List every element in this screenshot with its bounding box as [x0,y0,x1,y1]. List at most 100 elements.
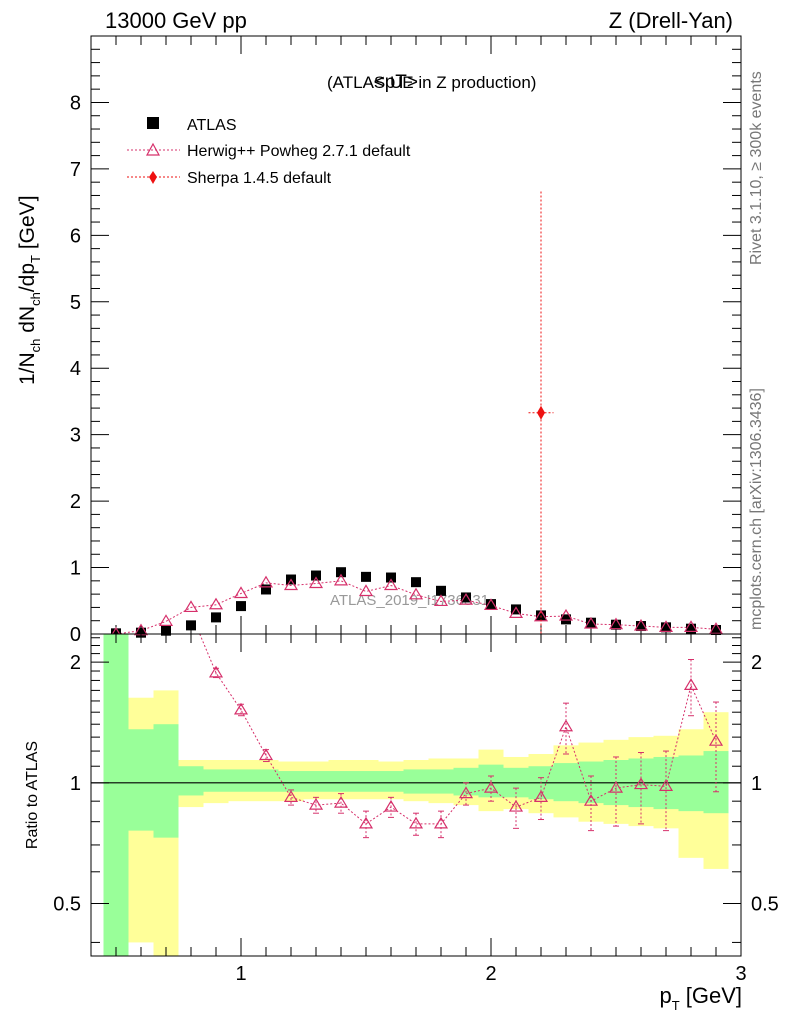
herwig-point [383,578,399,591]
herwig-point [233,586,249,599]
herwig-point [208,597,224,610]
herwig-point [308,576,324,589]
herwig-point [158,614,174,626]
header-process: Z (Drell-Yan) [609,8,733,33]
green-band-segment [203,769,229,792]
legend-atlas-marker [147,117,159,129]
herwig-point [283,578,299,591]
plot-title-sub: (ATLAS UE in Z production) [327,73,536,92]
main-y-tick-label: 1 [70,558,81,580]
herwig-ratio-point [383,799,399,812]
green-band-segment [228,769,254,792]
atlas-point [661,622,671,633]
legend-sherpa-marker [149,171,157,184]
atlas-point [386,572,396,583]
atlas-point [186,620,196,631]
green-band-segment [103,634,129,956]
main-y-tick-label: 2 [70,491,81,513]
herwig-point [458,592,474,605]
x-tick-label: 2 [485,963,496,985]
herwig-ratio-point [533,790,549,802]
sherpa-point [537,405,545,420]
x-tick-label: 1 [235,963,246,985]
mcplots-url-label: mcplots.cern.ch [arXiv:1306.3436] [748,388,765,630]
atlas-point [636,621,646,632]
green-band-segment [303,771,329,792]
green-band-segment [178,766,204,796]
green-band-segment [328,771,354,792]
herwig-ratio-point [233,702,249,715]
atlas-point [261,584,271,595]
herwig-ratio-point [633,777,649,790]
green-band-segment [278,771,304,792]
ratio-axis-ticks: 0.5 0.5 1 1 2 2 1 2 3 [53,634,779,985]
legend-herwig-label: Herwig++ Powheg 2.7.1 default [187,143,411,160]
herwig-ratio-point [583,794,599,806]
ratio-y-tick-label: 0.5 [53,894,81,916]
main-y-tick-label: 6 [70,225,81,247]
green-band-segment [428,769,454,794]
herwig-ratio-point [683,678,699,690]
herwig-ratio-line [199,633,717,825]
atlas-point [511,604,521,615]
herwig-line [115,580,717,635]
plot-title-main: <pT> [374,72,418,93]
ratio-data-marks [199,633,724,839]
herwig-point [333,573,349,586]
green-band-segment [403,769,429,794]
herwig-point [183,600,199,613]
herwig-ratio-point [333,795,349,808]
ratio-panel: 0.5 0.5 1 1 2 2 1 2 3 Ratio to ATLAS pT [GeV] [24,633,779,1013]
herwig-point [258,575,274,588]
herwig-point [508,606,524,619]
ratio-frame [90,633,742,957]
x-tick-label: 3 [735,963,746,985]
ratio-y-tick-label-right: 1 [751,773,762,795]
atlas-point [136,627,146,638]
herwig-point [683,620,699,632]
herwig-ratio-point [708,734,724,746]
herwig-ratio-point [658,779,674,791]
atlas-point [236,601,246,612]
main-axis-ticks: 0 1 2 3 4 5 6 7 8 [70,36,741,646]
herwig-point [608,617,624,630]
green-band-segment [378,771,404,792]
legend-sherpa-label: Sherpa 1.4.5 default [187,170,332,187]
herwig-ratio-point [558,719,574,732]
main-data-marks [108,191,724,639]
herwig-ratio-point [308,797,324,810]
atlas-point [411,577,421,588]
green-band-segment [253,769,279,792]
herwig-point [408,587,424,600]
legend: ATLAS Herwig++ Powheg 2.7.1 default Sher… [127,117,411,187]
herwig-ratio-point [358,816,374,829]
herwig-point [658,620,674,632]
header-energy: 13000 GeV pp [105,8,247,33]
ratio-uncertainty-bands [91,634,741,956]
atlas-point [461,592,471,603]
ratio-y-tick-label: 1 [70,773,81,795]
atlas-point [486,599,496,610]
herwig-point [558,608,574,621]
herwig-ratio-point [258,748,274,761]
herwig-point [708,622,724,634]
atlas-point [336,567,346,578]
main-y-tick-label: 4 [70,358,81,380]
herwig-ratio-point [433,816,449,829]
analysis-watermark: ATLAS_2019_I1736531 [330,592,489,609]
atlas-point [536,610,546,621]
herwig-ratio-point [208,665,224,678]
herwig-point [358,584,374,597]
atlas-point [611,619,621,630]
ratio-y-tick-label-right: 2 [751,652,762,674]
green-band-segment [153,724,179,838]
ratio-y-tick-label: 2 [70,652,81,674]
atlas-point [686,623,696,634]
rivet-version-label: Rivet 3.1.10, ≥ 300k events [748,71,765,265]
herwig-ratio-point [508,799,524,812]
atlas-point [111,628,121,639]
herwig-ratio-point [483,780,499,793]
atlas-point [586,617,596,628]
green-band-segment [128,729,154,831]
